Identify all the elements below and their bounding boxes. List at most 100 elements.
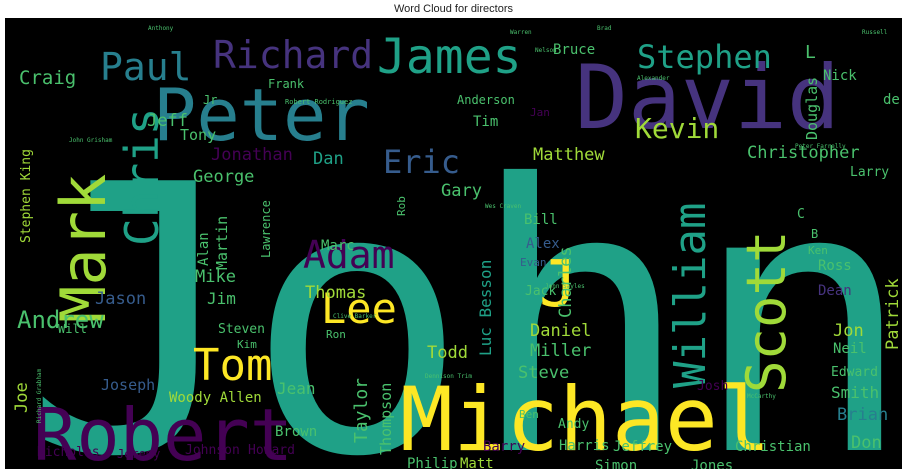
word-jim: Jim (207, 289, 236, 308)
word-paul: Paul (100, 45, 192, 89)
word-andrew: Andrew (17, 306, 104, 334)
word-mike: Mike (195, 267, 236, 287)
word-john: John (23, 108, 902, 469)
word-steven: Steven (218, 322, 265, 337)
word-josh: Josh (697, 379, 728, 394)
word-taylor: Taylor (351, 378, 372, 443)
word-anthony: Anthony (148, 25, 174, 32)
word-thompson: Thompson (377, 383, 395, 455)
word-clive-barker: Clive Barker (333, 313, 377, 320)
word-tim: Tim (473, 114, 498, 130)
word-jr: Jr (203, 93, 217, 107)
word-craig: Craig (19, 67, 76, 89)
word-warren: Warren (510, 29, 532, 36)
word-b: B (811, 227, 818, 241)
word-philip: Philip (407, 456, 458, 469)
word-marc: Marc (321, 238, 355, 254)
word-mccarthy: McCarthy (747, 393, 776, 400)
word-russell: Russell (862, 29, 888, 36)
word-barry: Barry (483, 439, 525, 455)
word-cloud: John Peter David Mark Robert Michael Paul Richa… (5, 18, 902, 469)
word-todd: Todd (427, 343, 468, 363)
word-edward: Edward (831, 365, 878, 380)
chart-title: Word Cloud for directors (393, 3, 513, 15)
word-kevin: Kevin (635, 112, 719, 145)
word-daniel: Daniel (530, 321, 591, 341)
word-howard: Howard (248, 443, 295, 458)
word-christian: Christian (735, 439, 811, 455)
word-luc-besson: Luc Besson (476, 260, 495, 356)
word-eric: Eric (383, 143, 460, 181)
word-will: Will (58, 322, 87, 336)
word-brian: Brian (837, 405, 888, 425)
word-george: George (193, 167, 254, 187)
word-stephen-king: Stephen King (19, 149, 34, 243)
word-ross: Ross (818, 258, 852, 274)
word-ron: Ron (326, 328, 346, 341)
word-jeremy: Jeremy (117, 447, 160, 461)
word-peter: Peter (153, 73, 370, 157)
word-john-grisham: John Grisham (69, 137, 113, 144)
word-jeff: Jeff (147, 111, 188, 131)
word-matt: Matt (460, 456, 494, 469)
word-richard: Richard (213, 33, 373, 77)
word-thomas: Thomas (305, 283, 366, 303)
word-charles: Charles (556, 246, 576, 318)
word-adam: Adam (303, 233, 395, 277)
word-joe: Joe (12, 382, 32, 413)
word-chris: Chris (115, 108, 169, 246)
word-nicholas: Nicholas (37, 445, 100, 460)
word-brad: Brad (597, 25, 612, 32)
word-alexander: Alexander (637, 75, 670, 82)
word-don: Don (851, 433, 882, 453)
word-gary: Gary (441, 181, 482, 201)
word-christopher: Christopher (747, 143, 860, 163)
word-dan: Dan (313, 149, 344, 169)
word-l: L (805, 42, 816, 63)
word-robert: Robert (33, 393, 293, 469)
word-miller: Miller (530, 341, 591, 361)
word-larry: Larry (850, 165, 889, 180)
word-jonathan: Jonathan (211, 145, 293, 165)
word-jan: Jan (530, 106, 550, 119)
word-neil: Neil (833, 341, 867, 357)
word-joseph: Joseph (101, 376, 155, 394)
word-andy: Andy (558, 417, 589, 432)
word-frank: Frank (268, 77, 305, 91)
word-evan: Evan (520, 256, 547, 269)
word-johnson: Johnson (185, 443, 240, 458)
word-scott: Scott (735, 230, 798, 393)
word-bruce: Bruce (553, 42, 595, 58)
word-dean: Dean (818, 283, 852, 299)
word-jean: Jean (277, 379, 316, 398)
word-mark: Mark (47, 174, 120, 323)
word-wes-craven: Wes Craven (485, 203, 522, 210)
word-steve: Steve (518, 363, 569, 383)
word-jeffrey: Jeffrey (613, 439, 672, 455)
word-harris: Harris (559, 438, 610, 454)
word-alan: Alan (196, 232, 212, 266)
word-jack: Jack (525, 284, 556, 299)
word-de: de (883, 92, 900, 108)
word-james: James (377, 29, 522, 85)
word-j: J (539, 248, 578, 322)
word-patrick: Patrick (883, 278, 902, 350)
word-matthew: Matthew (533, 145, 605, 165)
word-alex: Alex (526, 236, 560, 252)
word-dennison-trim: Dennison Trim (425, 373, 472, 380)
word-kim: Kim (237, 338, 257, 351)
word-jason: Jason (95, 289, 146, 309)
word-william: William (665, 203, 716, 388)
word-tony: Tony (180, 126, 216, 144)
word-jon: Jon (833, 321, 864, 341)
word-anderson: Anderson (457, 93, 515, 107)
word-lee: Lee (321, 284, 397, 333)
word-ken: Ken (808, 244, 828, 257)
word-brown: Brown (275, 424, 317, 440)
word-simon: Simon (595, 458, 637, 469)
word-nelson: Nelson (535, 47, 557, 54)
word-stephen: Stephen (637, 38, 772, 76)
word-john-sayles: John Sayles (545, 283, 585, 290)
word-martin: Martin (213, 216, 231, 270)
